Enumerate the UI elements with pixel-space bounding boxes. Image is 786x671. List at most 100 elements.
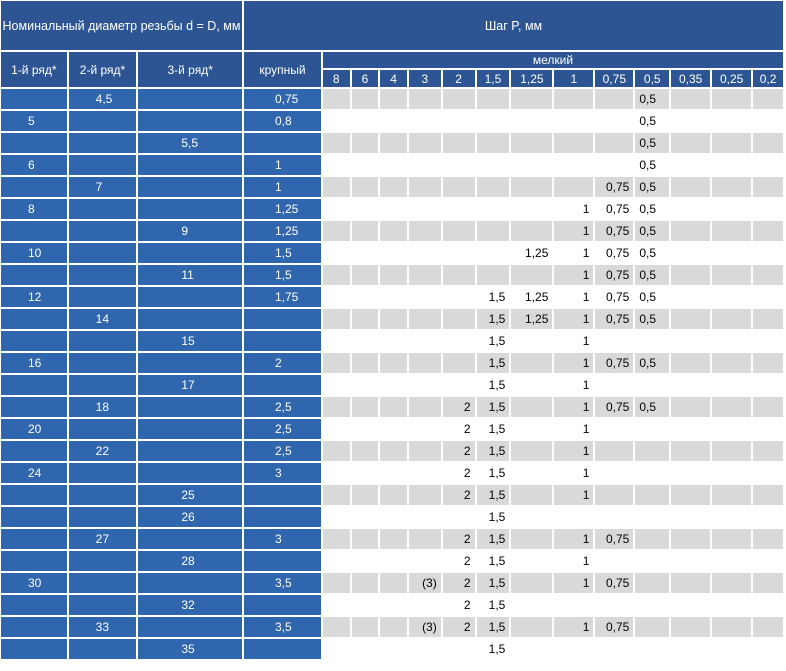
table-row: 5,5 0,5 bbox=[1, 133, 783, 153]
fine-pitch-value bbox=[671, 111, 711, 131]
fine-pitch-value bbox=[595, 485, 634, 505]
fine-pitch-value bbox=[476, 177, 510, 197]
fine-pitch-value: 2 bbox=[442, 529, 475, 549]
fine-pitch-value: 1,5 bbox=[476, 419, 510, 439]
fine-pitch-value bbox=[351, 419, 379, 439]
series-2-diameter bbox=[68, 573, 137, 593]
fine-pitch-value bbox=[511, 89, 553, 109]
fine-pitch-value bbox=[351, 111, 379, 131]
series-2-header: 2-й ряд* bbox=[68, 52, 137, 87]
fine-pitch-value bbox=[476, 133, 510, 153]
fine-pitch-value bbox=[511, 441, 553, 461]
series-1-diameter bbox=[1, 133, 67, 153]
fine-pitch-value bbox=[408, 155, 441, 175]
fine-pitch-value bbox=[380, 199, 407, 219]
fine-pitch-value bbox=[671, 595, 711, 615]
fine-pitch-value: 0,75 bbox=[595, 177, 634, 197]
series-2-diameter bbox=[68, 463, 137, 483]
series-3-diameter: 17 bbox=[138, 375, 242, 395]
series-3-diameter: 11 bbox=[138, 265, 242, 285]
fine-pitch-value bbox=[595, 639, 634, 659]
series-2-diameter bbox=[68, 111, 137, 131]
fine-pitch-value bbox=[554, 133, 594, 153]
fine-pitch-value: 1,5 bbox=[476, 353, 510, 373]
fine-pitch-value bbox=[712, 133, 752, 153]
fine-pitch-value bbox=[671, 419, 711, 439]
fine-pitch-value: 0,5 bbox=[635, 287, 670, 307]
fine-pitch-value bbox=[408, 639, 441, 659]
fine-pitch-value: 2 bbox=[442, 441, 475, 461]
coarse-pitch-value: 1,25 bbox=[243, 199, 321, 219]
fine-pitch-value bbox=[351, 507, 379, 527]
fine-pitch-value bbox=[712, 89, 752, 109]
fine-pitch-value bbox=[635, 331, 670, 351]
fine-pitch-value bbox=[511, 551, 553, 571]
fine-pitch-value bbox=[753, 309, 783, 329]
fine-pitch-value bbox=[322, 375, 350, 395]
fine-pitch-value: 1 bbox=[554, 375, 594, 395]
series-1-diameter bbox=[1, 375, 67, 395]
fine-pitch-value bbox=[671, 155, 711, 175]
coarse-pitch-value bbox=[243, 485, 321, 505]
fine-pitch-value: 0,5 bbox=[635, 221, 670, 241]
fine-pitch-value bbox=[635, 485, 670, 505]
fine-pitch-value bbox=[671, 441, 711, 461]
fine-pitch-value: 2 bbox=[442, 485, 475, 505]
fine-pitch-value bbox=[442, 639, 475, 659]
fine-pitch-value bbox=[380, 221, 407, 241]
series-2-diameter: 27 bbox=[68, 529, 137, 549]
fine-pitch-value bbox=[712, 199, 752, 219]
series-3-diameter: 32 bbox=[138, 595, 242, 615]
fine-pitch-value bbox=[380, 155, 407, 175]
fine-pitch-value bbox=[408, 89, 441, 109]
fine-pitch-value: 0,5 bbox=[635, 199, 670, 219]
fine-pitch-value bbox=[511, 221, 553, 241]
series-3-diameter: 28 bbox=[138, 551, 242, 571]
fine-pitch-value: 0,75 bbox=[595, 617, 634, 637]
fine-pitch-col-header: 0,5 bbox=[635, 70, 670, 87]
fine-pitch-value: 1,5 bbox=[476, 331, 510, 351]
fine-pitch-value: 2 bbox=[442, 595, 475, 615]
fine-pitch-value bbox=[442, 221, 475, 241]
fine-pitch-col-header: 0,25 bbox=[712, 70, 752, 87]
series-3-diameter bbox=[138, 441, 242, 461]
fine-pitch-value bbox=[753, 199, 783, 219]
series-1-diameter: 20 bbox=[1, 419, 67, 439]
fine-pitch-value bbox=[442, 155, 475, 175]
fine-pitch-value bbox=[671, 507, 711, 527]
fine-pitch-value bbox=[595, 331, 634, 351]
fine-pitch-value bbox=[380, 353, 407, 373]
fine-pitch-value bbox=[712, 155, 752, 175]
fine-pitch-value bbox=[511, 133, 553, 153]
fine-pitch-value bbox=[408, 265, 441, 285]
fine-pitch-value bbox=[671, 397, 711, 417]
series-1-diameter bbox=[1, 309, 67, 329]
fine-pitch-value bbox=[554, 639, 594, 659]
table-row: 14 1,5 1,25 1 0,75 0,5 bbox=[1, 309, 783, 329]
fine-pitch-value bbox=[408, 133, 441, 153]
fine-pitch-value bbox=[408, 243, 441, 263]
fine-pitch-value: 1 bbox=[554, 463, 594, 483]
fine-pitch-col-header: 8 bbox=[322, 70, 350, 87]
fine-pitch-value bbox=[322, 441, 350, 461]
fine-pitch-value: 1 bbox=[554, 573, 594, 593]
fine-pitch-value: 0,5 bbox=[635, 397, 670, 417]
coarse-pitch-value: 1,5 bbox=[243, 243, 321, 263]
coarse-pitch-value bbox=[243, 133, 321, 153]
fine-pitch-value: 1 bbox=[554, 265, 594, 285]
fine-pitch-value bbox=[554, 111, 594, 131]
coarse-pitch-value: 3,5 bbox=[243, 617, 321, 637]
fine-pitch-value: 2 bbox=[442, 551, 475, 571]
table-row: 24 3 2 1,5 1 bbox=[1, 463, 783, 483]
fine-pitch-value bbox=[753, 507, 783, 527]
table-row: 8 1,25 1 0,75 0,5 bbox=[1, 199, 783, 219]
fine-pitch-value bbox=[671, 287, 711, 307]
pitch-header: Шаг P, мм bbox=[243, 1, 783, 50]
fine-pitch-value bbox=[351, 551, 379, 571]
fine-pitch-value bbox=[351, 375, 379, 395]
fine-pitch-value bbox=[408, 419, 441, 439]
fine-pitch-value bbox=[322, 353, 350, 373]
fine-pitch-col-header: 0,35 bbox=[671, 70, 711, 87]
fine-pitch-value bbox=[322, 309, 350, 329]
fine-pitch-value: 0,75 bbox=[595, 265, 634, 285]
